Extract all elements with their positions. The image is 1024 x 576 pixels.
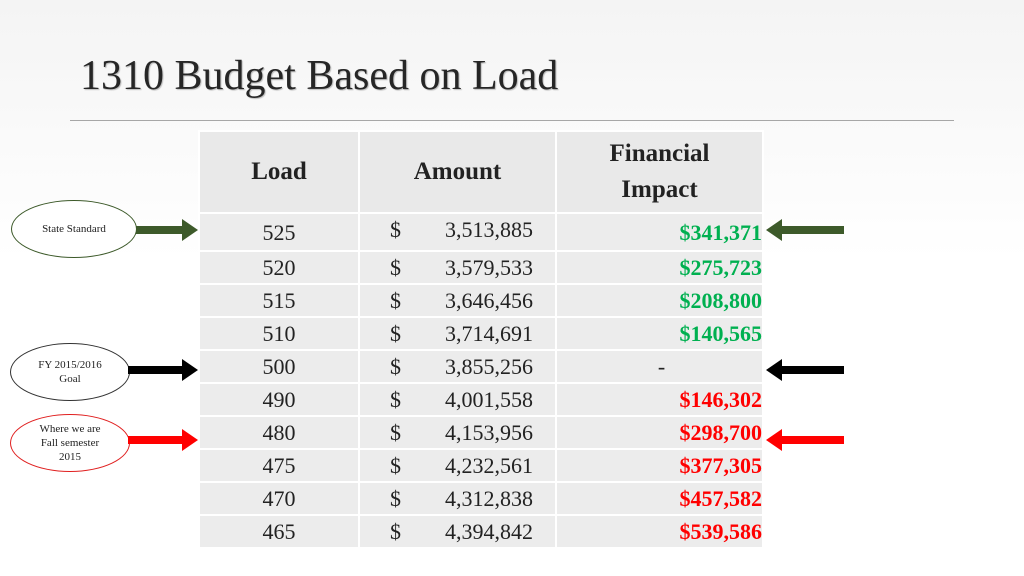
amount-value: 3,855,256 (445, 354, 533, 379)
where-we-are-left-arrow-icon (766, 429, 844, 451)
fy-goal-callout: FY 2015/2016 Goal (10, 343, 130, 401)
table-row: 480 $4,153,956 $298,700 (198, 415, 764, 450)
amount-cell: $3,579,533 (358, 250, 557, 285)
table-row: 470 $4,312,838 $457,582 (198, 481, 764, 516)
table-row: 490 $4,001,558 $146,302 (198, 382, 764, 417)
currency-symbol: $ (390, 486, 401, 511)
amount-cell: $4,001,558 (358, 382, 557, 417)
currency-symbol: $ (390, 420, 401, 445)
state-standard-callout: State Standard (11, 200, 137, 258)
fy-goal-left-arrow-icon (766, 359, 844, 381)
state-standard-right-arrow-icon (136, 219, 198, 241)
load-cell: 490 (198, 382, 360, 417)
currency-symbol: $ (390, 321, 401, 346)
amount-cell: $3,855,256 (358, 349, 557, 384)
where-we-are-right-arrow-icon (128, 429, 198, 451)
amount-cell: $4,232,561 (358, 448, 557, 483)
slide-title: 1310 Budget Based on Load (80, 53, 559, 99)
amount-value: 4,153,956 (445, 420, 533, 445)
table-row: 510 $3,714,691 $140,565 (198, 316, 764, 351)
impact-cell: $377,305 (555, 448, 764, 483)
amount-cell: $3,646,456 (358, 283, 557, 318)
impact-cell: $140,565 (555, 316, 764, 351)
table-row: 520 $3,579,533 $275,723 (198, 250, 764, 285)
table-row: 500 $3,855,256 - (198, 349, 764, 384)
currency-symbol: $ (390, 217, 401, 242)
header-financial-impact: Financial Impact (555, 130, 764, 214)
load-cell: 520 (198, 250, 360, 285)
amount-value: 4,312,838 (445, 486, 533, 511)
load-cell: 470 (198, 481, 360, 516)
amount-value: 3,513,885 (445, 217, 533, 242)
table-row: 525 $3,513,885 $341,371 (198, 212, 764, 252)
load-cell: 515 (198, 283, 360, 318)
fy-goal-label-line1: FY 2015/2016 (38, 359, 102, 371)
impact-cell: $298,700 (555, 415, 764, 450)
header-amount: Amount (358, 130, 557, 214)
amount-value: 3,646,456 (445, 288, 533, 313)
amount-value: 3,714,691 (445, 321, 533, 346)
impact-cell: $341,371 (555, 212, 764, 252)
state-standard-label: State Standard (42, 223, 106, 235)
amount-cell: $4,312,838 (358, 481, 557, 516)
currency-symbol: $ (390, 387, 401, 412)
load-cell: 465 (198, 514, 360, 549)
fy-goal-right-arrow-icon (128, 359, 198, 381)
budget-table: Load Amount Financial Impact 525 $3,513,… (198, 130, 764, 549)
table-row: 475 $4,232,561 $377,305 (198, 448, 764, 483)
load-cell: 510 (198, 316, 360, 351)
load-cell: 480 (198, 415, 360, 450)
table-row: 515 $3,646,456 $208,800 (198, 283, 764, 318)
impact-cell: $539,586 (555, 514, 764, 549)
currency-symbol: $ (390, 519, 401, 544)
table-header-row: Load Amount Financial Impact (198, 130, 764, 214)
where-we-are-callout: Where we are Fall semester 2015 (10, 414, 130, 472)
where-we-are-label-line3: 2015 (58, 451, 81, 463)
currency-symbol: $ (390, 255, 401, 280)
impact-cell: $208,800 (555, 283, 764, 318)
amount-cell: $4,153,956 (358, 415, 557, 450)
amount-value: 3,579,533 (445, 255, 533, 280)
table-row: 465 $4,394,842 $539,586 (198, 514, 764, 549)
header-impact-line1: Financial (609, 140, 710, 167)
amount-value: 4,232,561 (445, 453, 533, 478)
header-load: Load (198, 130, 360, 214)
currency-symbol: $ (390, 288, 401, 313)
amount-cell: $4,394,842 (358, 514, 557, 549)
impact-cell: $457,582 (555, 481, 764, 516)
amount-cell: $3,513,885 (358, 212, 557, 252)
impact-cell: - (555, 349, 764, 384)
where-we-are-label-line2: Fall semester (40, 437, 100, 449)
state-standard-left-arrow-icon (766, 219, 844, 241)
header-impact-line2: Impact (621, 176, 698, 203)
load-cell: 475 (198, 448, 360, 483)
impact-cell: $146,302 (555, 382, 764, 417)
amount-value: 4,001,558 (445, 387, 533, 412)
fy-goal-label-line2: Goal (59, 373, 81, 385)
currency-symbol: $ (390, 354, 401, 379)
impact-neutral-dash: - (657, 354, 666, 379)
where-we-are-label-line1: Where we are (39, 423, 101, 435)
title-divider (70, 120, 954, 121)
impact-cell: $275,723 (555, 250, 764, 285)
amount-value: 4,394,842 (445, 519, 533, 544)
load-cell: 500 (198, 349, 360, 384)
currency-symbol: $ (390, 453, 401, 478)
amount-cell: $3,714,691 (358, 316, 557, 351)
load-cell: 525 (198, 212, 360, 252)
